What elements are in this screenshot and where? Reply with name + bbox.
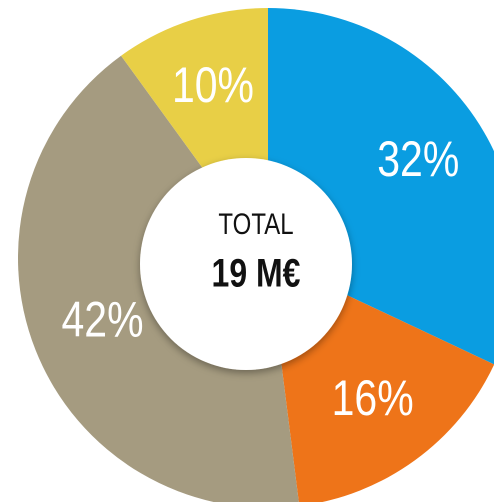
center-hole xyxy=(140,158,352,370)
labels: 32% 16% 42% 10% xyxy=(61,57,459,426)
value-label: 10% xyxy=(172,57,254,113)
value-label: 42% xyxy=(61,292,143,348)
center-value: 19 M€ xyxy=(212,250,301,295)
value-label: 32% xyxy=(377,131,459,187)
center-title: TOTAL xyxy=(218,206,293,240)
value-label: 16% xyxy=(332,370,414,426)
